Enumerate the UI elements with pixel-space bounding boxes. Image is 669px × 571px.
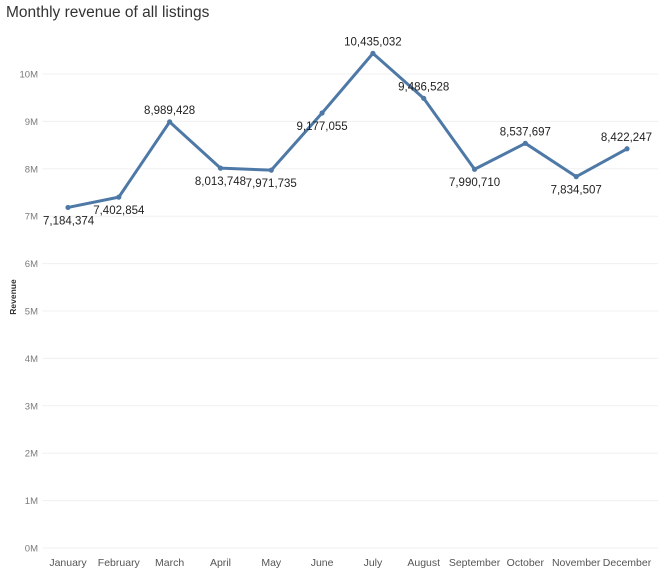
x-tick-label: July: [364, 557, 383, 569]
data-label: 8,422,247: [601, 132, 652, 144]
y-tick-label: 2M: [25, 449, 38, 460]
data-point: [624, 146, 630, 152]
data-point: [319, 110, 325, 116]
x-tick-label: August: [407, 557, 440, 569]
y-tick-label: 6M: [25, 259, 38, 270]
y-tick-label: 1M: [25, 496, 38, 507]
data-point: [370, 50, 376, 56]
data-point: [471, 166, 478, 172]
y-tick-label: 9M: [25, 117, 38, 128]
data-point: [573, 174, 579, 180]
x-tick-label: November: [552, 557, 601, 569]
data-point: [522, 140, 528, 146]
revenue-line: [66, 51, 629, 209]
data-point: [65, 204, 71, 211]
x-tick-label: May: [261, 557, 282, 569]
data-label: 8,989,428: [144, 105, 195, 117]
x-tick-label: January: [49, 557, 87, 569]
x-tick-label: December: [603, 557, 652, 569]
data-label: 7,990,710: [449, 177, 500, 189]
data-label: 7,184,374: [43, 215, 95, 227]
data-point: [268, 167, 274, 173]
data-label: 8,013,748: [195, 176, 246, 188]
data-label: 7,971,735: [246, 178, 297, 190]
data-label: 10,435,032: [344, 36, 402, 48]
x-tick-label: February: [98, 557, 141, 569]
y-tick-label: 8M: [25, 164, 38, 175]
data-label: 7,402,854: [93, 205, 145, 217]
data-point: [116, 194, 122, 200]
data-point: [421, 95, 427, 101]
x-tick-label: September: [449, 557, 501, 569]
data-point: [167, 119, 173, 125]
x-tick-label: June: [311, 557, 334, 569]
x-tick-label: October: [507, 557, 545, 569]
data-label: 7,834,507: [551, 185, 602, 197]
y-tick-label: 7M: [25, 212, 38, 223]
data-label: 8,537,697: [500, 126, 551, 138]
y-tick-label: 0M: [25, 544, 38, 555]
y-tick-label: 5M: [25, 307, 38, 318]
y-tick-label: 3M: [25, 401, 38, 412]
data-point: [217, 165, 224, 171]
data-label: 9,177,055: [297, 121, 348, 133]
y-tick-label: 4M: [25, 354, 38, 365]
x-tick-label: March: [155, 557, 184, 569]
y-tick-label: 10M: [20, 70, 39, 81]
x-tick-label: April: [210, 557, 231, 569]
chart-title: Monthly revenue of all listings: [6, 4, 210, 21]
data-label: 9,486,528: [398, 81, 449, 93]
